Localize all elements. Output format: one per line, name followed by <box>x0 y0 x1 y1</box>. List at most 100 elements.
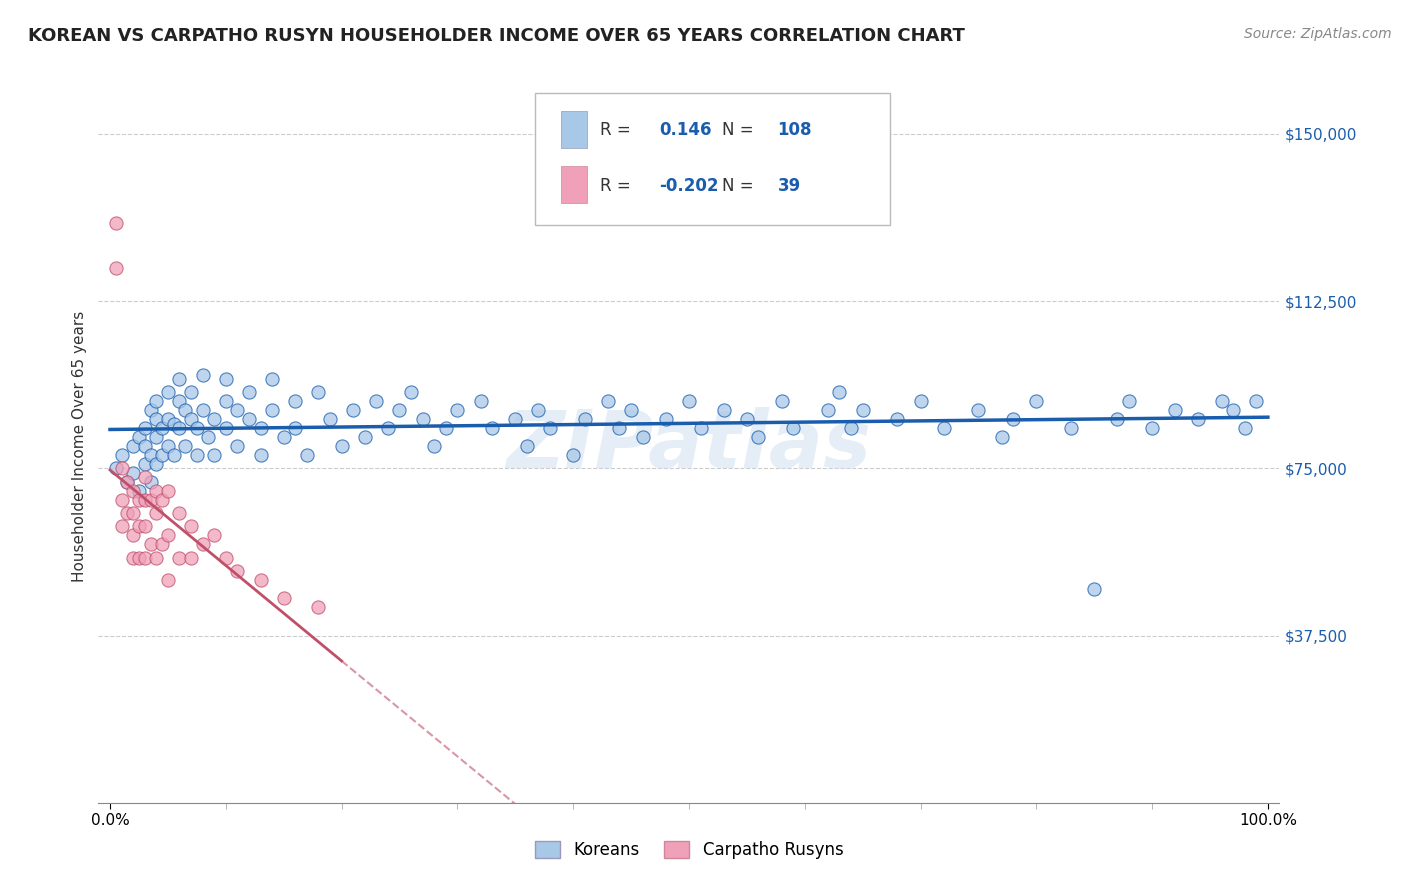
Point <box>122 483 145 498</box>
Point <box>735 412 758 426</box>
Point <box>399 385 422 400</box>
Point <box>128 492 150 507</box>
Point <box>145 412 167 426</box>
Point <box>910 394 932 409</box>
Point <box>932 421 955 435</box>
Point <box>110 461 132 475</box>
Point <box>226 439 249 453</box>
Point <box>134 492 156 507</box>
Point <box>527 403 550 417</box>
Point <box>139 403 162 417</box>
Point <box>134 457 156 471</box>
Point <box>104 216 127 230</box>
Point <box>284 421 307 435</box>
FancyBboxPatch shape <box>536 93 890 225</box>
Point <box>609 421 631 435</box>
Point <box>139 448 162 462</box>
Point <box>1233 421 1256 435</box>
Point <box>307 599 329 614</box>
Point <box>110 492 132 507</box>
FancyBboxPatch shape <box>561 112 588 148</box>
Text: N =: N = <box>723 121 759 139</box>
Point <box>156 385 179 400</box>
Point <box>150 537 173 551</box>
Point <box>117 475 139 489</box>
Point <box>215 550 238 565</box>
Point <box>104 461 127 475</box>
Point <box>180 412 202 426</box>
Point <box>262 372 284 386</box>
Point <box>191 403 214 417</box>
Point <box>145 430 167 444</box>
Point <box>128 483 150 498</box>
Point <box>145 506 167 520</box>
Point <box>134 519 156 533</box>
Point <box>191 537 214 551</box>
Point <box>574 412 596 426</box>
Point <box>1002 412 1025 426</box>
Point <box>156 573 179 587</box>
Point <box>128 519 150 533</box>
Point <box>262 403 284 417</box>
Point <box>1222 403 1244 417</box>
Text: KOREAN VS CARPATHO RUSYN HOUSEHOLDER INCOME OVER 65 YEARS CORRELATION CHART: KOREAN VS CARPATHO RUSYN HOUSEHOLDER INC… <box>28 27 965 45</box>
Point <box>174 439 197 453</box>
Point <box>366 394 388 409</box>
Point <box>249 421 271 435</box>
Point <box>134 470 156 484</box>
Point <box>145 550 167 565</box>
Point <box>186 421 208 435</box>
Point <box>122 528 145 542</box>
Point <box>128 430 150 444</box>
Point <box>1107 412 1129 426</box>
Point <box>295 448 318 462</box>
Point <box>180 519 202 533</box>
Point <box>284 394 307 409</box>
Point <box>117 475 139 489</box>
Point <box>747 430 769 444</box>
Point <box>215 372 238 386</box>
Point <box>134 421 156 435</box>
Point <box>215 394 238 409</box>
Point <box>134 439 156 453</box>
Text: ZIPatlas: ZIPatlas <box>506 407 872 485</box>
Point <box>342 403 364 417</box>
Point <box>828 385 851 400</box>
Point <box>122 550 145 565</box>
Point <box>1187 412 1209 426</box>
Text: -0.202: -0.202 <box>659 177 718 194</box>
Point <box>319 412 342 426</box>
Point <box>156 439 179 453</box>
Point <box>434 421 457 435</box>
Point <box>273 591 295 605</box>
Point <box>163 417 186 431</box>
Point <box>238 385 260 400</box>
Point <box>782 421 804 435</box>
Point <box>470 394 492 409</box>
Point <box>110 448 132 462</box>
Point <box>226 403 249 417</box>
Text: R =: R = <box>600 177 637 194</box>
Point <box>273 430 295 444</box>
Point <box>538 421 561 435</box>
Point <box>249 573 271 587</box>
Point <box>1118 394 1140 409</box>
Point <box>446 403 468 417</box>
Point <box>886 412 908 426</box>
Text: R =: R = <box>600 121 637 139</box>
Point <box>180 385 202 400</box>
Point <box>122 506 145 520</box>
Point <box>122 466 145 480</box>
Point <box>330 439 353 453</box>
Point <box>145 483 167 498</box>
Point <box>150 421 173 435</box>
Point <box>191 368 214 382</box>
Point <box>169 421 191 435</box>
Point <box>631 430 654 444</box>
Point <box>238 412 260 426</box>
Text: Source: ZipAtlas.com: Source: ZipAtlas.com <box>1244 27 1392 41</box>
Point <box>215 421 238 435</box>
Point <box>353 430 375 444</box>
Point <box>128 550 150 565</box>
Point <box>620 403 643 417</box>
